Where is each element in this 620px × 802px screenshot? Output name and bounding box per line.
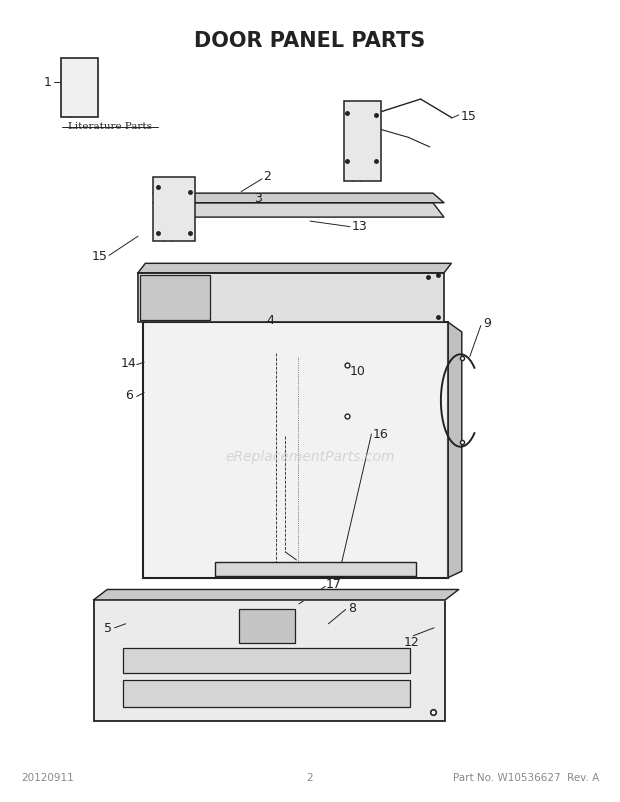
Polygon shape [448,323,462,577]
Text: 10: 10 [350,364,366,377]
Text: 5: 5 [104,622,112,634]
Text: 13: 13 [352,219,367,233]
Text: 1: 1 [44,76,52,89]
FancyBboxPatch shape [138,273,444,323]
FancyBboxPatch shape [215,562,416,576]
Text: DOOR PANEL PARTS: DOOR PANEL PARTS [195,30,425,51]
Text: 15: 15 [91,249,107,262]
Text: 15: 15 [461,109,476,123]
Polygon shape [153,194,444,204]
Text: 20120911: 20120911 [21,772,74,782]
Text: 14: 14 [121,356,136,369]
FancyBboxPatch shape [140,275,210,321]
Text: 12: 12 [404,635,419,648]
Text: 17: 17 [326,577,341,591]
FancyBboxPatch shape [123,680,410,707]
Polygon shape [138,264,451,273]
Text: 9: 9 [483,317,491,330]
Text: eReplacementParts.com: eReplacementParts.com [225,450,395,464]
FancyBboxPatch shape [61,59,98,118]
FancyBboxPatch shape [344,103,381,182]
FancyBboxPatch shape [143,323,448,577]
FancyBboxPatch shape [94,600,445,721]
Text: 3: 3 [254,192,262,205]
Text: Literature Parts: Literature Parts [68,122,153,132]
FancyBboxPatch shape [123,648,410,674]
Text: 16: 16 [373,428,389,441]
Text: 6: 6 [125,388,133,401]
Text: 8: 8 [348,602,356,614]
Polygon shape [153,204,444,218]
Polygon shape [94,589,459,600]
FancyBboxPatch shape [239,610,294,643]
Text: 2: 2 [263,170,271,183]
Text: 2: 2 [307,772,313,782]
FancyBboxPatch shape [153,178,195,241]
Text: 4: 4 [266,314,274,326]
Text: Part No. W10536627  Rev. A: Part No. W10536627 Rev. A [453,772,599,782]
